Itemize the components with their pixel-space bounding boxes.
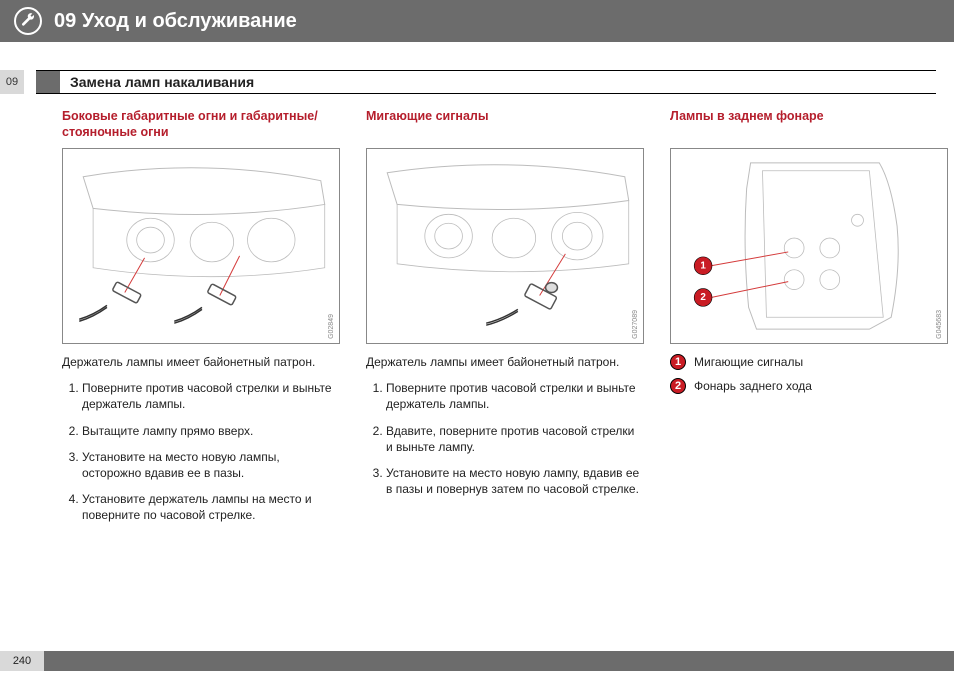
- callout-label: Фонарь заднего хода: [694, 378, 812, 394]
- chapter-title: 09 Уход и обслуживание: [54, 10, 297, 33]
- list-item: Поверните против часовой стрелки и выньт…: [82, 380, 340, 412]
- list-item: Вытащите лампу прямо вверх.: [82, 423, 340, 439]
- list-item: Установите на место новую лампы, осторож…: [82, 449, 340, 481]
- list-item: Поверните против часовой стрелки и выньт…: [386, 380, 644, 412]
- col2-steps: Поверните против часовой стрелки и выньт…: [366, 380, 644, 497]
- fig-code-3: G045683: [936, 310, 943, 339]
- list-item: Установите на место новую лампу, вдавив …: [386, 465, 644, 497]
- taillamp-diagram: 1 2: [671, 149, 947, 343]
- column-2: Мигающие сигналы G027089: [366, 108, 644, 534]
- section-title-row: Замена ламп накаливания: [36, 70, 936, 94]
- chapter-title-text: Уход и обслуживание: [82, 10, 297, 32]
- column-3: Лампы в заднем фонаре 1 2: [670, 108, 948, 534]
- col1-heading: Боковые габаритные огни и габаритные/сто…: [62, 108, 340, 142]
- svg-text:2: 2: [700, 292, 706, 303]
- col1-steps: Поверните против часовой стрелки и выньт…: [62, 380, 340, 523]
- headlamp-diagram-1: [63, 149, 339, 343]
- headlamp-diagram-2: [367, 149, 643, 343]
- chapter-header: 09 Уход и обслуживание: [0, 0, 954, 42]
- column-1: Боковые габаритные огни и габаритные/сто…: [62, 108, 340, 534]
- col3-heading: Лампы в заднем фонаре: [670, 108, 948, 142]
- list-item: Установите держатель лампы на место и по…: [82, 491, 340, 523]
- col2-heading: Мигающие сигналы: [366, 108, 644, 142]
- callout-row: 2 Фонарь заднего хода: [670, 378, 948, 394]
- footer-bar: [44, 651, 954, 671]
- fig-code-2: G027089: [632, 310, 639, 339]
- content-columns: Боковые габаритные огни и габаритные/сто…: [62, 108, 936, 534]
- col3-callout-list: 1 Мигающие сигналы 2 Фонарь заднего хода: [670, 354, 948, 394]
- callout-number-icon: 1: [670, 354, 686, 370]
- wrench-icon: [14, 7, 42, 35]
- fig-code-1: G02849: [328, 314, 335, 339]
- page-number: 240: [0, 651, 44, 671]
- callout-number-icon: 2: [670, 378, 686, 394]
- side-tab: 09: [0, 70, 24, 94]
- section-title: Замена ламп накаливания: [70, 74, 254, 90]
- list-item: Вдавите, поверните против часовой стрелк…: [386, 423, 644, 455]
- chapter-number: 09: [54, 10, 76, 32]
- svg-text:1: 1: [700, 260, 706, 271]
- page-footer: 240: [0, 649, 954, 673]
- col2-note: Держатель лампы имеет байонетный патрон.: [366, 354, 644, 370]
- col1-figure: G02849: [62, 148, 340, 344]
- col2-figure: G027089: [366, 148, 644, 344]
- col3-figure: 1 2 G045683: [670, 148, 948, 344]
- callout-label: Мигающие сигналы: [694, 354, 803, 370]
- callout-row: 1 Мигающие сигналы: [670, 354, 948, 370]
- section-bar: [36, 71, 60, 93]
- col1-note: Держатель лампы имеет байонетный патрон.: [62, 354, 340, 370]
